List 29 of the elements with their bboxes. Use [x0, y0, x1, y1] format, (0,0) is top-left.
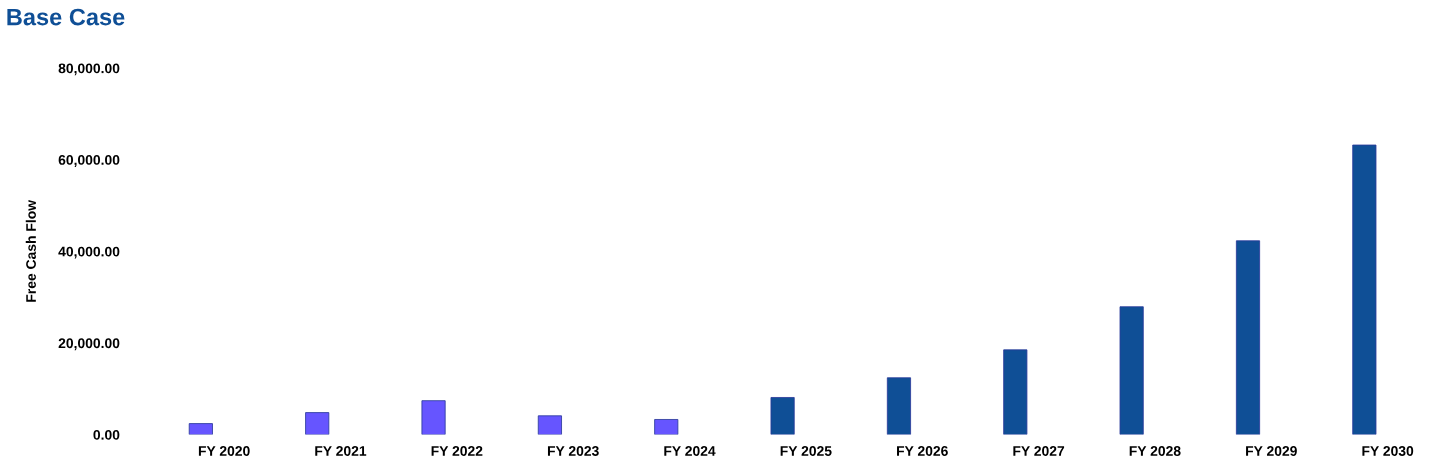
bar — [188, 423, 213, 435]
x-tick-label: FY 2025 — [780, 446, 832, 456]
x-tick-label: FY 2028 — [1129, 446, 1181, 456]
bar — [537, 415, 562, 435]
bar — [1119, 306, 1144, 435]
y-tick-label: 20,000.00 — [58, 338, 120, 351]
bar — [886, 377, 912, 435]
y-tick-label: 0.00 — [93, 429, 120, 440]
x-tick-label: FY 2026 — [897, 446, 948, 456]
bar — [654, 419, 679, 435]
chart-title: Base Case — [7, 8, 125, 26]
x-tick-label: FY 2027 — [1013, 446, 1065, 456]
bar — [1352, 144, 1377, 435]
bar — [770, 397, 795, 435]
y-tick-label: 80,000.00 — [58, 63, 120, 76]
x-tick-label: FY 2023 — [547, 446, 599, 456]
bar — [1003, 349, 1028, 435]
x-tick-label: FY 2030 — [1362, 446, 1414, 456]
y-tick-label: 60,000.00 — [58, 155, 120, 167]
bar — [305, 412, 330, 435]
x-tick-label: FY 2020 — [198, 446, 250, 456]
x-tick-label: FY 2021 — [315, 446, 367, 456]
y-axis-title: Free Cash Flow — [25, 199, 36, 302]
bar — [421, 400, 446, 435]
x-tick-label: FY 2022 — [431, 446, 483, 456]
x-tick-label: FY 2029 — [1246, 446, 1297, 456]
x-tick-label: FY 2024 — [664, 446, 716, 456]
y-tick-label: 40,000.00 — [58, 246, 120, 259]
bar — [1235, 240, 1261, 435]
